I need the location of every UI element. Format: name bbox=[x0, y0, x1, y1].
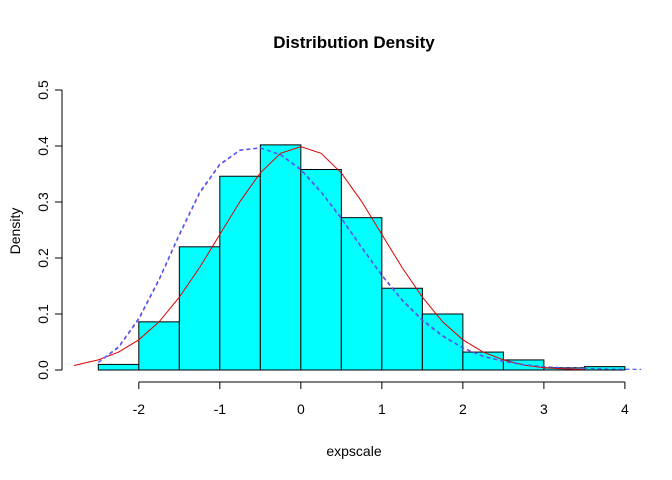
x-tick-label: 4 bbox=[621, 401, 629, 417]
x-axis: -2 -1 0 1 2 3 4 bbox=[133, 381, 629, 417]
histogram-bar bbox=[219, 175, 261, 371]
chart-title: Distribution Density bbox=[273, 33, 435, 52]
histogram-bar bbox=[462, 351, 504, 371]
y-tick-label: 0.4 bbox=[35, 136, 51, 156]
histogram-bar bbox=[138, 321, 180, 371]
histogram-bar bbox=[97, 363, 140, 371]
y-tick-label: 0.0 bbox=[35, 360, 51, 380]
x-tick-label: 2 bbox=[459, 401, 467, 417]
histogram-bars bbox=[97, 144, 626, 371]
histogram-bar bbox=[381, 287, 423, 371]
x-tick-label: -1 bbox=[214, 401, 227, 417]
density-curve-2 bbox=[98, 147, 642, 370]
density-curves bbox=[73, 146, 642, 370]
x-tick-label: 1 bbox=[378, 401, 386, 417]
y-tick-label: 0.5 bbox=[35, 80, 51, 100]
y-tick-label: 0.2 bbox=[35, 248, 51, 268]
x-tick-label: -2 bbox=[133, 401, 146, 417]
y-axis: 0.0 0.1 0.2 0.3 0.4 0.5 bbox=[35, 80, 63, 380]
histogram-bar bbox=[340, 217, 383, 371]
histogram-bar bbox=[300, 169, 342, 371]
y-tick-label: 0.1 bbox=[35, 304, 51, 324]
density-curve-3 bbox=[97, 147, 642, 370]
histogram-bar bbox=[259, 144, 302, 371]
density-curve-1 bbox=[73, 146, 585, 370]
y-tick-label: 0.3 bbox=[35, 192, 51, 212]
x-axis-label: expscale bbox=[326, 443, 381, 459]
histogram-bar bbox=[421, 313, 464, 371]
y-axis-label: Density bbox=[7, 208, 23, 255]
x-tick-label: 0 bbox=[297, 401, 305, 417]
histogram-bar bbox=[178, 246, 221, 371]
x-tick-label: 3 bbox=[540, 401, 548, 417]
